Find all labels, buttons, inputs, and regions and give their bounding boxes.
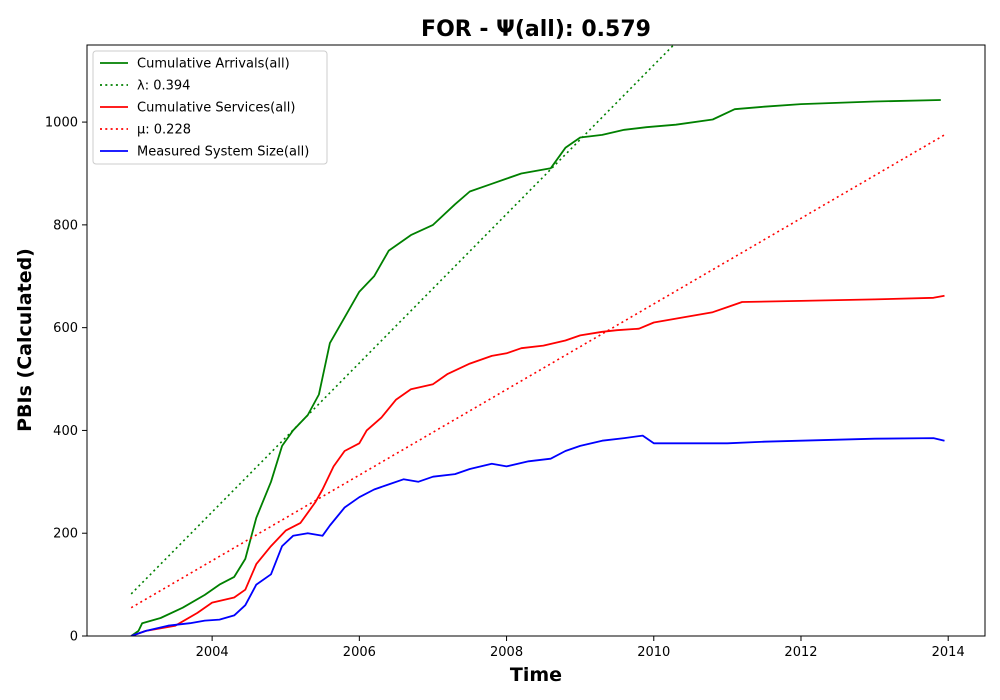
x-axis-label: Time	[510, 664, 562, 686]
y-tick-label: 800	[53, 218, 78, 233]
legend: Cumulative Arrivals(all) λ: 0.394 Cumulati…	[92, 50, 328, 165]
x-tick-label: 2004	[196, 645, 229, 660]
x-tick-label: 2010	[637, 645, 670, 660]
legend-label-0: Cumulative Arrivals(all)	[137, 57, 290, 72]
x-tick-label: 2012	[784, 645, 817, 660]
plot-frame	[86, 44, 986, 637]
y-axis-label: PBIs (Calculated)	[14, 248, 36, 432]
series-line-4	[130, 434, 945, 636]
series-line-1	[130, 45, 675, 595]
x-tick-label: 2006	[343, 645, 376, 660]
series-line-2	[130, 294, 945, 636]
plot-lines	[130, 45, 945, 636]
y-axis-ticks: 0 200 400 600 800 1000	[45, 116, 87, 645]
legend-label-3: μ: 0.228	[137, 123, 191, 138]
y-tick-label: 1000	[45, 116, 78, 131]
chart-title: FOR - Ψ(all): 0.579	[421, 17, 651, 42]
series-line-0	[130, 99, 941, 636]
x-axis-ticks: 2004 2006 2008 2010 2012 2014	[196, 636, 965, 660]
y-tick-label: 200	[53, 527, 78, 542]
x-tick-label: 2008	[490, 645, 523, 660]
legend-label-4: Measured System Size(all)	[137, 145, 309, 160]
y-tick-label: 0	[70, 630, 78, 645]
y-tick-label: 400	[53, 424, 78, 439]
y-tick-label: 600	[53, 321, 78, 336]
legend-label-1: λ: 0.394	[137, 79, 190, 94]
x-tick-label: 2014	[932, 645, 965, 660]
legend-box	[92, 50, 328, 165]
legend-label-2: Cumulative Services(all)	[137, 101, 295, 116]
